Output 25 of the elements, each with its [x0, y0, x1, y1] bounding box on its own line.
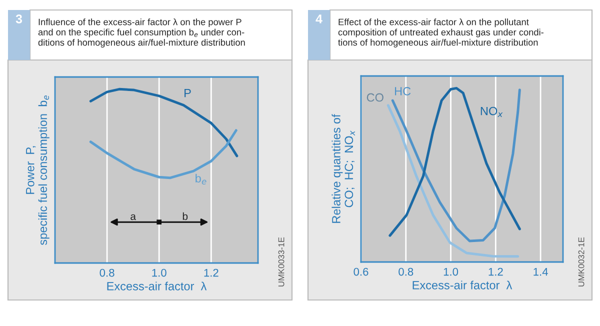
chart-title: Effect of the excess-air factor λ on the pollutant composition of untreated exhaust gas under condi- tions of homogeneous air/fuel-mixture distribution	[338, 18, 544, 48]
x-tick-label: 0.8	[100, 268, 114, 277]
y-axis-title: Power P, specific fuel consumption b$_{e}$	[26, 95, 50, 245]
x-tick-label: 0.6	[354, 268, 368, 276]
series-label: HC	[395, 87, 411, 96]
text: 4	[316, 14, 322, 24]
x-tick-label: 1.0	[444, 268, 458, 276]
x-tick-label: 0.8	[398, 268, 414, 276]
series-label: NO$_{x}$	[480, 106, 503, 118]
series-label: CO	[366, 93, 384, 102]
text: UMK0033-1E	[278, 237, 284, 286]
annotation: b	[182, 212, 188, 220]
annotation: a	[130, 214, 136, 220]
x-tick-label: 1.0	[152, 268, 166, 277]
x-axis-title: Excess-air factor λ	[107, 282, 207, 290]
x-axis-title: Excess-air factor λ	[412, 280, 512, 290]
text: 3	[16, 14, 22, 24]
x-tick-label: 1.4	[534, 268, 548, 276]
x-tick-label: 1.2	[488, 268, 503, 276]
series-label: P	[184, 89, 191, 98]
y-axis-title: Relative quantities of CO; HC; NO$_{x}$	[332, 114, 355, 223]
chart-title: Influence of the excess-air factor λ on the power P and on the specific fuel consumption b$_{e}$ under con- ditions of homogeneous air/fuel-mixture distribution	[38, 18, 245, 48]
series-label: b$_{e}$	[196, 174, 206, 184]
text: UMK0032-1E	[578, 237, 584, 286]
x-tick-label: 1.2	[204, 268, 218, 277]
